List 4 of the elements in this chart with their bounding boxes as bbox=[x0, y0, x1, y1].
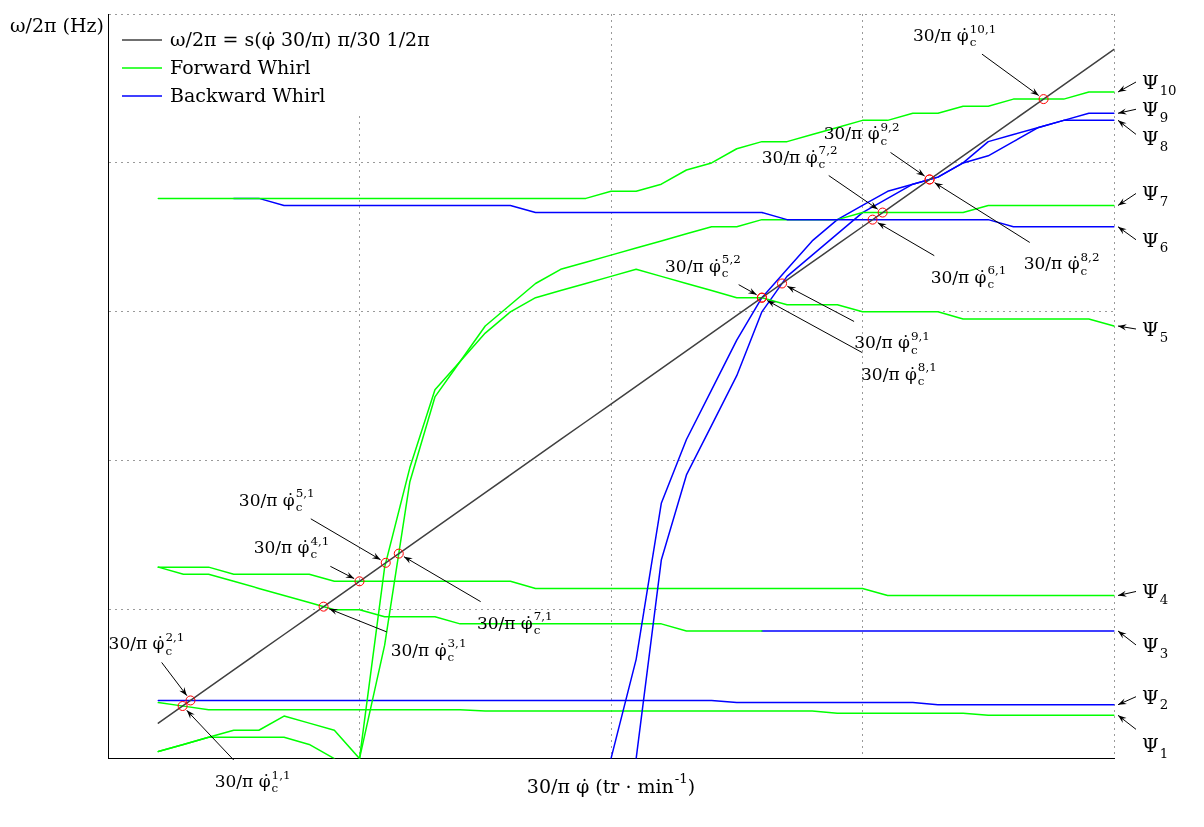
legend-label: ω/2π = s(φ̇ 30/π) π/30 1/2π bbox=[170, 28, 430, 50]
y-axis-title: ω/2π (Hz) bbox=[10, 14, 104, 36]
legend-label: Backward Whirl bbox=[170, 84, 326, 106]
legend-label: Forward Whirl bbox=[170, 56, 311, 78]
